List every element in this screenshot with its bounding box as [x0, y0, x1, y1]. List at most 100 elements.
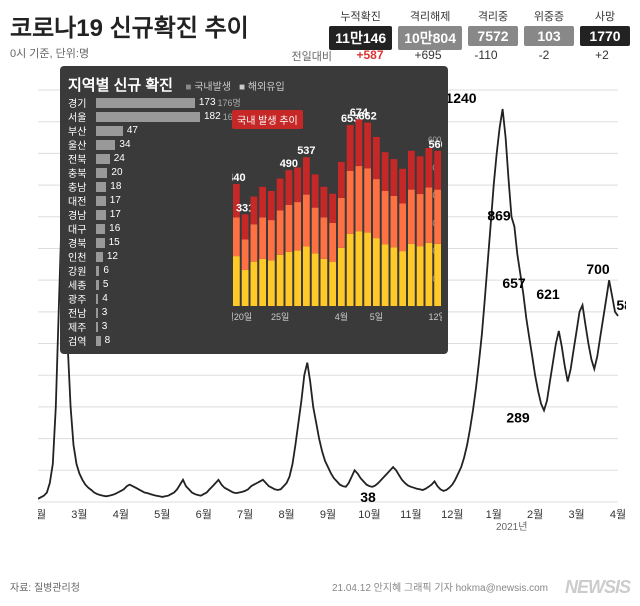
- region-bar: [96, 336, 101, 346]
- region-bar: [96, 140, 115, 150]
- svg-text:12일: 12일: [428, 312, 442, 322]
- svg-text:38: 38: [360, 489, 376, 505]
- stat-box: 격리중7572: [468, 8, 518, 50]
- stat-label: 위중증: [534, 8, 564, 24]
- svg-text:10월: 10월: [358, 508, 380, 521]
- region-value: 5: [103, 279, 109, 290]
- region-name: 검역: [68, 333, 94, 348]
- region-bar: [96, 308, 98, 318]
- region-value: 20: [111, 167, 122, 178]
- region-bar: [96, 252, 103, 262]
- region-bar: [96, 182, 106, 192]
- region-value: 3: [102, 307, 108, 318]
- stat-value: 1770: [580, 26, 630, 46]
- region-name: 세종: [68, 277, 94, 292]
- region-name: 경남: [68, 207, 94, 222]
- region-value: 15: [109, 237, 120, 248]
- region-bar: [96, 154, 110, 164]
- region-value: 18: [110, 181, 121, 192]
- region-name: 인천: [68, 249, 94, 264]
- region-bar: [96, 210, 106, 220]
- prev-row: 전일대비+587+695-110-2+2: [292, 48, 630, 64]
- region-name: 부산: [68, 123, 94, 138]
- credit-label: 21.04.12 안지혜 그래픽 기자 hokma@newsis.com: [332, 579, 548, 594]
- region-value: 3: [102, 321, 108, 332]
- region-name: 강원: [68, 263, 94, 278]
- svg-text:2월: 2월: [38, 508, 46, 521]
- svg-text:560: 560: [428, 139, 442, 151]
- svg-text:12월: 12월: [441, 508, 463, 521]
- region-name: 충북: [68, 165, 94, 180]
- region-bar: [96, 168, 107, 178]
- region-name: 광주: [68, 291, 94, 306]
- svg-text:537: 537: [297, 145, 315, 157]
- stat-box: 격리해제10만804: [398, 8, 462, 50]
- region-value: 12: [107, 251, 118, 262]
- region-value: 24: [114, 153, 125, 164]
- region-value: 17: [110, 195, 121, 206]
- prev-label: 전일대비: [292, 48, 332, 64]
- svg-text:2월: 2월: [527, 508, 543, 521]
- inset-legend: 국내발생 해외유입: [185, 78, 284, 93]
- region-name: 전북: [68, 151, 94, 166]
- svg-text:3월: 3월: [568, 508, 584, 521]
- region-value: 182: [204, 111, 221, 122]
- inset-title: 지역별 신규 확진: [68, 77, 173, 94]
- region-name: 서울: [68, 109, 94, 124]
- region-value: 173: [199, 97, 216, 108]
- svg-text:657: 657: [502, 275, 526, 291]
- region-name: 대전: [68, 193, 94, 208]
- chart-container: 코로나19 신규확진 추이 0시 기준, 단위:명 누적확진11만146격리해제…: [0, 0, 640, 606]
- svg-text:869: 869: [487, 208, 511, 224]
- svg-text:4월: 4월: [113, 508, 129, 521]
- region-bar: [96, 196, 106, 206]
- region-value: 16: [109, 223, 120, 234]
- region-bar: [96, 126, 123, 136]
- stat-box: 사망 1770: [580, 8, 630, 50]
- prev-value: +695: [400, 48, 456, 64]
- stat-box: 누적확진 11만146: [329, 8, 392, 50]
- svg-text:700: 700: [586, 261, 610, 277]
- stats-row: 누적확진 11만146격리해제10만804격리중7572위중증103 사망 1770: [325, 8, 630, 50]
- region-name: 제주: [68, 319, 94, 334]
- stat-label: 격리해제: [410, 8, 450, 24]
- region-bar: [96, 280, 99, 290]
- svg-text:4월: 4월: [610, 508, 626, 521]
- region-name: 경기: [68, 95, 94, 110]
- watermark: NEWSIS: [565, 577, 630, 598]
- region-bar: [96, 322, 98, 332]
- region-value: 6: [103, 265, 109, 276]
- region-bar: [96, 294, 98, 304]
- svg-text:587: 587: [616, 297, 626, 313]
- stat-label: 누적확진: [340, 8, 380, 24]
- region-value: 17: [110, 209, 121, 220]
- stat-value: 11만146: [329, 26, 392, 50]
- region-name: 전남: [68, 305, 94, 320]
- svg-text:8월: 8월: [278, 508, 294, 521]
- region-bar: [96, 98, 195, 108]
- region-name: 대구: [68, 221, 94, 236]
- svg-text:11월: 11월: [400, 508, 422, 521]
- region-value: 34: [119, 139, 130, 150]
- svg-text:4월: 4월: [335, 311, 348, 322]
- region-bar: [96, 238, 105, 248]
- region-name: 충남: [68, 179, 94, 194]
- svg-text:440: 440: [232, 172, 246, 184]
- stat-label: 격리중: [478, 8, 508, 24]
- legend-domestic: 국내발생: [185, 78, 231, 93]
- stat-box: 위중증103: [524, 8, 574, 50]
- svg-text:662: 662: [358, 111, 376, 123]
- svg-text:2021년: 2021년: [496, 521, 527, 533]
- svg-text:621: 621: [536, 286, 560, 302]
- region-bar: [96, 266, 99, 276]
- svg-text:5일: 5일: [370, 312, 383, 322]
- stat-label: 사망: [595, 8, 615, 24]
- svg-text:3월20일: 3월20일: [232, 311, 252, 322]
- svg-text:25일: 25일: [271, 312, 289, 322]
- svg-text:5월: 5월: [154, 508, 170, 521]
- region-value: 4: [102, 293, 108, 304]
- region-name: 경북: [68, 235, 94, 250]
- svg-text:7월: 7월: [237, 508, 253, 521]
- svg-text:9월: 9월: [320, 508, 336, 521]
- inset-panel: 지역별 신규 확진 국내발생 해외유입 경기173176명서울182162부산4…: [60, 66, 448, 354]
